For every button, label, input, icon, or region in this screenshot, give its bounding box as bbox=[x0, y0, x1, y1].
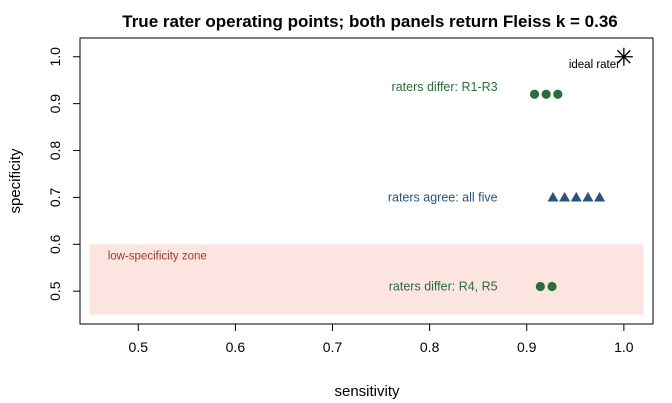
annotation-layer: raters differ: R1-R3 raters agree: all fi… bbox=[388, 59, 620, 294]
data-point bbox=[529, 89, 540, 99]
y-axis: 0.5 0.6 0.7 0.8 0.9 1.0 bbox=[47, 47, 81, 301]
data-point bbox=[535, 281, 545, 292]
x-axis: 0.5 0.6 0.7 0.8 0.9 1.0 bbox=[129, 323, 634, 355]
y-axis-label: specificity bbox=[7, 148, 24, 214]
x-tick-label: 0.7 bbox=[323, 339, 343, 355]
region-label: low-specificity zone bbox=[108, 250, 207, 262]
y-tick-label: 0.5 bbox=[47, 281, 63, 301]
y-tick-label: 0.8 bbox=[47, 141, 63, 161]
low-specificity-zone bbox=[89, 244, 644, 315]
data-point bbox=[541, 89, 551, 99]
x-tick-label: 0.5 bbox=[129, 339, 149, 355]
x-tick-label: 0.6 bbox=[226, 339, 246, 355]
annotation-label: raters differ: R1-R3 bbox=[392, 80, 498, 94]
y-tick-label: 0.7 bbox=[47, 187, 63, 207]
data-point bbox=[547, 281, 557, 292]
data-point bbox=[582, 191, 594, 202]
data-point bbox=[547, 191, 559, 202]
ideal-point bbox=[614, 47, 633, 66]
data-point bbox=[570, 191, 582, 202]
y-tick-label: 0.9 bbox=[47, 94, 63, 114]
data-point bbox=[594, 191, 606, 202]
data-point bbox=[559, 191, 571, 202]
x-tick-label: 0.9 bbox=[517, 339, 537, 355]
x-axis-label: sensitivity bbox=[334, 383, 400, 400]
chart-title: True rater operating points; both panels… bbox=[122, 12, 617, 31]
region-layer: low-specificity zone bbox=[89, 244, 644, 315]
y-tick-label: 1.0 bbox=[47, 47, 63, 67]
points-layer bbox=[529, 47, 633, 292]
annotation-label: raters agree: all five bbox=[388, 190, 498, 204]
data-point bbox=[553, 89, 563, 99]
annotation-label: raters differ: R4, R5 bbox=[389, 279, 498, 293]
x-tick-label: 1.0 bbox=[614, 339, 634, 355]
annotation-label: ideal rater bbox=[569, 59, 620, 71]
x-tick-label: 0.8 bbox=[420, 339, 440, 355]
y-tick-label: 0.6 bbox=[47, 234, 63, 254]
